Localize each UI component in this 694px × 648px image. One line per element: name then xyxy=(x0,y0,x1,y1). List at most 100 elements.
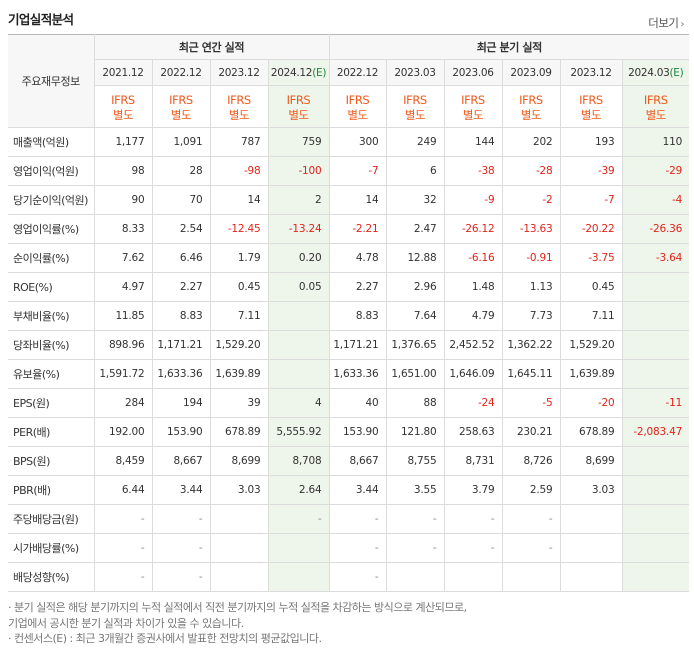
table-cell: -12.45 xyxy=(209,214,269,244)
table-row: 주당배당금(원) - - - - - - - xyxy=(8,504,690,534)
table-cell: - xyxy=(328,562,387,592)
table-cell: 40 xyxy=(328,388,387,418)
table-cell: 3.03 xyxy=(209,475,269,505)
table-row: 유보율(%) 1,591.72 1,633.36 1,639.89 1,633.36 1,… xyxy=(8,359,690,389)
table-cell: 1.13 xyxy=(501,272,561,302)
table-cell: 2 xyxy=(267,185,330,215)
table-cell: - xyxy=(151,533,211,563)
estimate-mark: (E) xyxy=(312,66,327,79)
table-cell: -2,083.47 xyxy=(621,417,690,447)
more-link[interactable]: 더보기 › xyxy=(648,15,684,31)
ifrs-label: IFRS 별도 xyxy=(94,85,153,128)
table-cell: 4.79 xyxy=(443,301,503,331)
table-cell: 88 xyxy=(385,388,445,418)
table-cell: 8,699 xyxy=(209,446,269,476)
table-cell: 153.90 xyxy=(328,417,387,447)
table-cell: 300 xyxy=(328,127,387,157)
table-cell: - xyxy=(267,504,330,534)
table-cell: - xyxy=(443,504,503,534)
table-cell: 8,667 xyxy=(151,446,211,476)
period-header: 2023.09 xyxy=(501,59,561,86)
table-cell: 90 xyxy=(93,185,153,215)
table-cell: -3.75 xyxy=(559,243,623,273)
period-header: 2022.12 xyxy=(151,59,211,86)
table-cell xyxy=(621,301,690,331)
footnote-line: · 분기 실적은 해당 분기까지의 누적 실적에서 직전 분기까지의 누적 실적… xyxy=(8,601,467,614)
ifrs-standard: IFRS xyxy=(169,93,193,107)
table-cell: - xyxy=(443,533,503,563)
ifrs-standard: IFRS xyxy=(579,93,603,107)
ifrs-label: IFRS 별도 xyxy=(501,85,561,128)
table-cell: -13.63 xyxy=(501,214,561,244)
table-cell: 7.64 xyxy=(385,301,445,331)
table-cell: 1.79 xyxy=(209,243,269,273)
table-cell: 8.33 xyxy=(93,214,153,244)
ifrs-label: IFRS 별도 xyxy=(328,85,387,128)
row-label: PER(배) xyxy=(8,417,95,447)
table-cell: - xyxy=(328,533,387,563)
financial-table: 주요재무정보 최근 연간 실적 최근 분기 실적 2021.12 2022.12 2… xyxy=(8,34,690,592)
ifrs-basis: 별도 xyxy=(404,108,426,122)
table-cell: 28 xyxy=(151,156,211,186)
table-cell: -28 xyxy=(501,156,561,186)
table-cell: 898.96 xyxy=(93,330,153,360)
table-cell xyxy=(209,562,269,592)
ifrs-standard: IFRS xyxy=(286,93,311,107)
table-row: 시가배당률(%) - - - - - - xyxy=(8,533,690,563)
table-cell: -20.22 xyxy=(559,214,623,244)
period-label: 2021.12 xyxy=(102,66,144,79)
table-cell: -29 xyxy=(621,156,690,186)
ifrs-basis: 별도 xyxy=(520,108,542,122)
period-header: 2024.03(E) xyxy=(621,59,690,86)
table-row: PER(배) 192.00 153.90 678.89 5,555.92 153.90 12… xyxy=(8,417,690,447)
period-header: 2023.03 xyxy=(385,59,445,86)
ifrs-label: IFRS 별도 xyxy=(385,85,445,128)
table-cell: 5,555.92 xyxy=(267,417,330,447)
period-label: 2024.12 xyxy=(270,66,313,79)
table-cell: 4 xyxy=(267,388,330,418)
table-cell: -4 xyxy=(621,185,690,215)
table-cell: - xyxy=(501,533,561,563)
table-cell: -9 xyxy=(443,185,503,215)
row-label: 주당배당금(원) xyxy=(8,504,95,534)
table-cell xyxy=(559,504,623,534)
table-cell: 249 xyxy=(385,127,445,157)
table-cell: -24 xyxy=(443,388,503,418)
ifrs-basis: 별도 xyxy=(170,108,192,122)
table-cell: 8.83 xyxy=(151,301,211,331)
ifrs-standard: IFRS xyxy=(519,93,543,107)
table-cell: 6.46 xyxy=(151,243,211,273)
table-cell: 3.55 xyxy=(385,475,445,505)
table-cell xyxy=(267,533,330,563)
row-label: PBR(배) xyxy=(8,475,95,505)
table-cell: - xyxy=(151,562,211,592)
table-cell: 6 xyxy=(385,156,445,186)
table-cell: -26.12 xyxy=(443,214,503,244)
table-cell: 121.80 xyxy=(385,417,445,447)
annual-group-header: 최근 연간 실적 xyxy=(93,34,330,60)
estimate-mark: (E) xyxy=(669,66,684,79)
period-header: 2023.06 xyxy=(443,59,503,86)
table-cell: 144 xyxy=(443,127,503,157)
table-row: 순이익률(%) 7.62 6.46 1.79 0.20 4.78 12.88 -6.16 -0.… xyxy=(8,243,690,273)
table-cell: 8,726 xyxy=(501,446,561,476)
table-cell: - xyxy=(501,504,561,534)
table-cell: 8,459 xyxy=(93,446,153,476)
table-cell: - xyxy=(385,533,445,563)
row-label: 영업이익(억원) xyxy=(8,156,95,186)
ifrs-label: IFRS 별도 xyxy=(621,85,690,128)
table-cell: 7.73 xyxy=(501,301,561,331)
ifrs-basis: 별도 xyxy=(462,108,484,122)
row-header-label: 주요재무정보 xyxy=(8,34,95,128)
footnote-line: · 컨센서스(E) : 최근 3개월간 증권사에서 발표한 전망치의 평균값입니… xyxy=(8,632,322,645)
table-cell: -20 xyxy=(559,388,623,418)
period-label: 2022.12 xyxy=(160,66,202,79)
period-label: 2024.03 xyxy=(628,66,670,79)
table-row: 영업이익(억원) 98 28 -98 -100 -7 6 -38 -28 -39 -29 xyxy=(8,156,690,186)
table-cell: 2,452.52 xyxy=(443,330,503,360)
table-cell: -39 xyxy=(559,156,623,186)
table-cell: 202 xyxy=(501,127,561,157)
table-cell: -100 xyxy=(267,156,330,186)
table-cell: -26.36 xyxy=(621,214,690,244)
table-cell: 2.96 xyxy=(385,272,445,302)
